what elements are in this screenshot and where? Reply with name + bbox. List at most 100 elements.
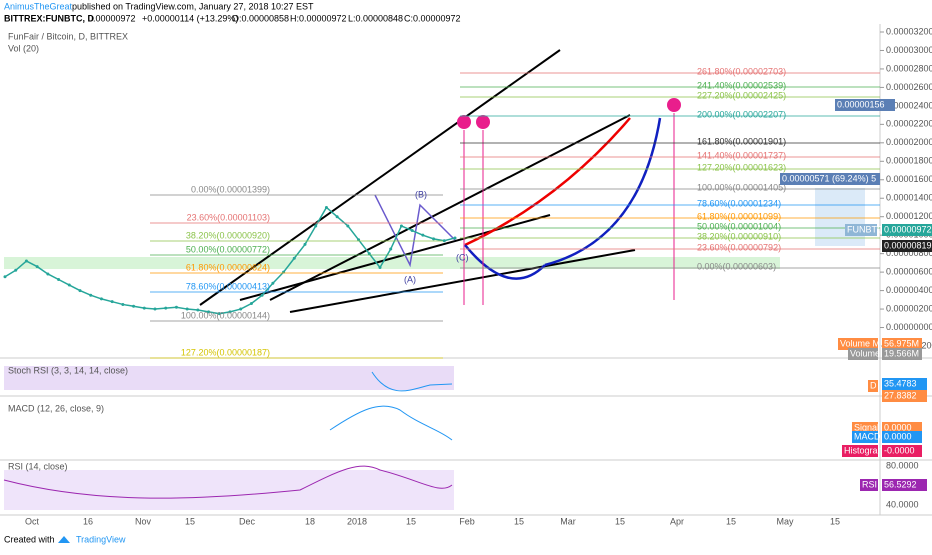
- y-tick-label: 0.00002800: [886, 63, 932, 73]
- fib-label: 127.20%(0.00001623): [697, 162, 786, 172]
- volume-ma-tag: Volume MA: [840, 338, 886, 348]
- fib-label: 23.60%(0.00001103): [187, 212, 270, 222]
- y-tick-label: 0.00003200: [886, 26, 932, 36]
- macd-tag: MACD: [854, 431, 881, 441]
- x-tick-label: 15: [514, 516, 524, 526]
- macd-line: [329, 405, 453, 441]
- y-tick-label: 0.00000800: [886, 248, 932, 258]
- price-point: [24, 259, 28, 263]
- fib-label: 50.00%(0.00001004): [697, 221, 781, 231]
- target-badge: 0.00000156: [837, 99, 885, 109]
- y-tick-label: 0.00001400: [886, 193, 932, 203]
- author: AnimusTheGreat: [4, 1, 73, 11]
- y-tick-label: 0.00001600: [886, 174, 932, 184]
- x-tick-label: 18: [305, 516, 315, 526]
- close: C:0.00000972: [404, 13, 461, 23]
- x-tick-label: 15: [406, 516, 416, 526]
- y-tick-label: 0.00000400: [886, 285, 932, 295]
- price-point: [78, 289, 82, 293]
- published: published on TradingView.com, January 27…: [72, 1, 314, 11]
- wave-label: (B): [415, 189, 427, 199]
- price-point: [57, 278, 61, 282]
- x-tick-label: Apr: [670, 516, 684, 526]
- target-badge-bg: [835, 99, 895, 111]
- stoch-d-bg: [882, 390, 927, 402]
- last-price: 0.00000972: [88, 13, 136, 23]
- y-tick-label: 0.00001800: [886, 156, 932, 166]
- fib-label: 78.60%(0.00000413): [186, 281, 270, 291]
- y-tick-label: 0.00000600: [886, 266, 932, 276]
- macd-value-bg: [882, 431, 922, 443]
- x-tick-label: 15: [726, 516, 736, 526]
- price-point: [314, 224, 318, 228]
- stoch-line: [371, 371, 453, 392]
- symbol: BITTREX:FUNBTC, D: [4, 13, 94, 23]
- logo: [58, 536, 70, 543]
- price-point: [35, 265, 39, 269]
- price-point: [142, 306, 146, 310]
- x-tick-label: 15: [830, 516, 840, 526]
- legend-title: FunFair / Bitcoin, D, BITTREX: [8, 31, 128, 41]
- fib-label: 23.60%(0.00000792): [697, 242, 781, 252]
- fib-label: 241.40%(0.00002539): [697, 80, 786, 90]
- price-point: [453, 236, 457, 240]
- price-point: [228, 310, 232, 314]
- macd-signal-tag: Signal: [854, 422, 879, 432]
- high: H:0.00000972: [290, 13, 347, 23]
- price-point: [132, 304, 136, 308]
- wave-label: (C): [456, 252, 469, 262]
- rsi-tick: 40.0000: [886, 499, 919, 509]
- stoch-d: 27.8382: [884, 390, 917, 400]
- projection-arrow: [544, 117, 662, 267]
- measure-badge: 0.00000571 (69.24%) 5: [782, 173, 876, 183]
- fib-label: 100.00%(0.00001405): [697, 182, 786, 192]
- x-tick-label: 16: [83, 516, 93, 526]
- x-tick-label: 15: [615, 516, 625, 526]
- change: +0.00000114 (+13.29%): [142, 13, 238, 23]
- price-point: [46, 272, 50, 276]
- price-point: [421, 233, 425, 237]
- stoch-k-bg: [882, 378, 927, 390]
- histogram-tag: Histogram: [844, 445, 885, 455]
- fib-label: 0.00%(0.00001399): [191, 184, 270, 194]
- x-tick-label: Feb: [459, 516, 475, 526]
- y-tick-label: 0.00000200: [886, 303, 932, 313]
- price-point: [110, 300, 114, 304]
- stoch-d-tag: D: [870, 380, 877, 390]
- projection-arrow: [464, 244, 546, 280]
- stoch-d-tag-bg: [868, 380, 878, 392]
- ticker-badge: FUNBTC: [847, 224, 884, 234]
- fib-label: 200.00%(0.00002207): [697, 109, 786, 119]
- fib-label: 261.80%(0.00002703): [697, 66, 786, 76]
- fib-label: 38.20%(0.00000910): [697, 231, 781, 241]
- price-point: [99, 297, 103, 301]
- fib-label: 38.20%(0.00000920): [186, 230, 270, 240]
- price-point: [442, 239, 446, 243]
- price-point: [196, 308, 200, 312]
- price-badge-bg: [882, 224, 932, 236]
- price-point: [67, 283, 71, 287]
- x-tick-label: 2018: [347, 516, 367, 526]
- volume-ma-value: 56.975M: [884, 338, 919, 348]
- price-point: [249, 302, 253, 306]
- price-point: [271, 281, 275, 285]
- price-point: [399, 224, 403, 228]
- footer-brand: TradingView: [76, 534, 126, 544]
- low: L:0.00000848: [348, 13, 403, 23]
- price-point: [378, 266, 382, 269]
- y-tick-label: 0.00002600: [886, 82, 932, 92]
- price-point: [292, 256, 296, 260]
- rsi-band: [4, 470, 454, 510]
- y-tick-label: 0.00002400: [886, 100, 932, 110]
- fib-label: 61.80%(0.00001099): [697, 211, 781, 221]
- price-point: [164, 306, 168, 310]
- price-point: [207, 310, 211, 314]
- y-tick-label: 0.00003000: [886, 45, 932, 55]
- volume-ma-value-bg: [882, 338, 922, 350]
- ticker-badge-bg: [845, 224, 877, 236]
- price-point: [389, 247, 393, 251]
- rsi-value-bg: [882, 479, 927, 491]
- price-badge: 0.00000972: [884, 224, 932, 234]
- y-tick-label: 0.00000000: [886, 322, 932, 332]
